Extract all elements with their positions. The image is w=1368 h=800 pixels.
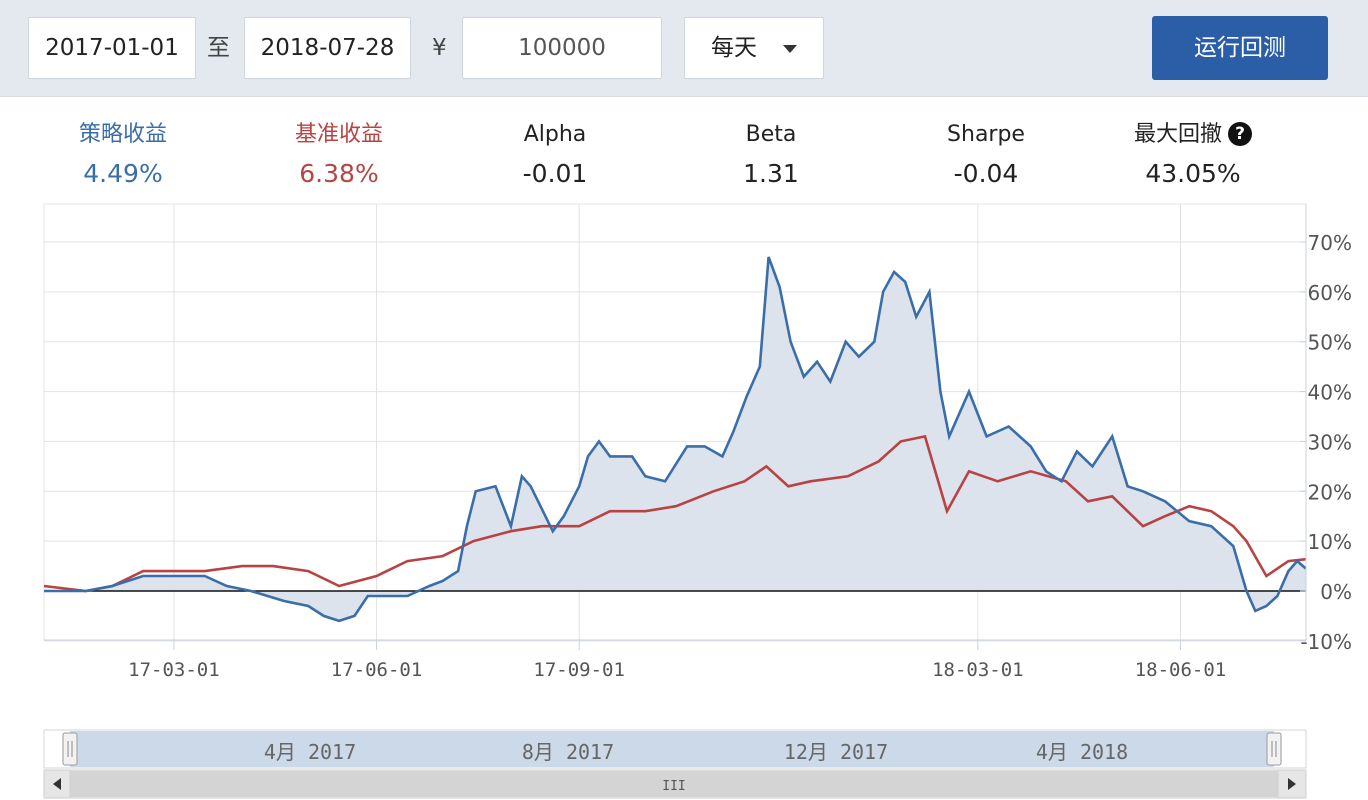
backtest-toolbar: 2017-01-01 至 2018-07-28 ¥ 100000 每天 运行回测 (0, 0, 1368, 97)
scrollbar-thumb[interactable] (70, 771, 1278, 797)
stat-label: Sharpe (947, 122, 1025, 147)
stat-label: 基准收益 (294, 122, 383, 147)
stat-label: Beta (745, 122, 797, 147)
frequency-value: 每天 (711, 35, 757, 61)
y-tick-label: 10% (1308, 530, 1352, 554)
y-tick-label: 60% (1308, 281, 1352, 305)
x-axis-ticks: 17-03-01 17-06-01 17-09-01 18-03-01 18-06-01 (128, 640, 1226, 681)
stat-alpha: Alpha -0.01 (455, 118, 655, 194)
stat-label: 策略收益 (78, 122, 167, 147)
x-tick-label: 18-03-01 (932, 659, 1024, 681)
stat-sharpe: Sharpe -0.04 (886, 118, 1086, 194)
navigator-left-handle[interactable] (62, 732, 78, 766)
navigator-right-handle[interactable] (1266, 732, 1282, 766)
scrollbar-grip: III (662, 779, 685, 794)
navigator-label: 4月 2018 (1036, 740, 1128, 764)
navigator-label: 12月 2017 (784, 740, 888, 764)
stat-value: -0.04 (953, 159, 1019, 188)
question-circle-icon[interactable]: ? (1228, 122, 1252, 146)
stat-value: 1.31 (743, 159, 799, 188)
benchmark-series-line (43, 434, 1307, 593)
x-tick-label: 17-03-01 (128, 659, 220, 681)
y-axis-ticks: 70% 60% 50% 40% 30% 20% 10% 0% -10% (1300, 231, 1352, 654)
stat-label-row: 最大回撤? (1093, 118, 1293, 152)
scrollbar[interactable]: III (43, 769, 1307, 799)
currency-symbol: ¥ (432, 35, 447, 61)
stat-value: -0.01 (522, 159, 588, 188)
y-tick-label: -10% (1300, 630, 1352, 654)
arrow-right-icon (1288, 778, 1296, 790)
y-tick-label: 70% (1308, 231, 1352, 255)
stat-value: 6.38% (299, 159, 379, 188)
y-tick-label: 30% (1308, 430, 1352, 454)
strategy-area (44, 257, 1306, 621)
stat-label: Alpha (523, 122, 587, 147)
y-tick-label: 20% (1308, 480, 1352, 504)
run-backtest-button[interactable]: 运行回测 (1152, 16, 1328, 80)
x-tick-label: 17-06-01 (331, 659, 423, 681)
navigator-range[interactable] (70, 731, 1274, 767)
stat-value: 43.05% (1145, 159, 1241, 188)
navigator-labels: 4月 2017 8月 2017 12月 2017 4月 2018 (264, 740, 1128, 764)
y-tick-label: 40% (1308, 381, 1352, 405)
arrow-left-icon (53, 778, 61, 790)
stat-beta: Beta 1.31 (671, 118, 871, 194)
x-tick-label: 17-09-01 (533, 659, 625, 681)
end-date-input[interactable]: 2018-07-28 (244, 17, 411, 79)
navigator-label: 4月 2017 (264, 740, 356, 764)
chevron-down-icon (783, 45, 797, 53)
frequency-select[interactable]: 每天 (684, 17, 824, 79)
strategy-series-line (44, 256, 1307, 623)
y-tick-label: 50% (1308, 331, 1352, 355)
capital-input[interactable]: 100000 (462, 17, 662, 79)
x-tick-label: 18-06-01 (1135, 659, 1227, 681)
navigator[interactable]: 4月 2017 8月 2017 12月 2017 4月 2018 (43, 729, 1307, 769)
date-range-separator: 至 (207, 35, 230, 61)
stat-max-drawdown: 最大回撤? 43.05% (1093, 118, 1293, 194)
stat-benchmark-return: 基准收益 6.38% (239, 118, 439, 194)
y-tick-label: 0% (1320, 580, 1352, 604)
start-date-input[interactable]: 2017-01-01 (28, 17, 196, 79)
stat-value: 4.49% (83, 159, 163, 188)
stat-strategy-return: 策略收益 4.49% (23, 118, 223, 194)
stat-label: 最大回撤 (1133, 122, 1222, 147)
returns-chart: 70%60%50%40%30%20%10%0%-10% 17-03-01 17-0… (43, 203, 1352, 799)
navigator-label: 8月 2017 (522, 740, 614, 764)
